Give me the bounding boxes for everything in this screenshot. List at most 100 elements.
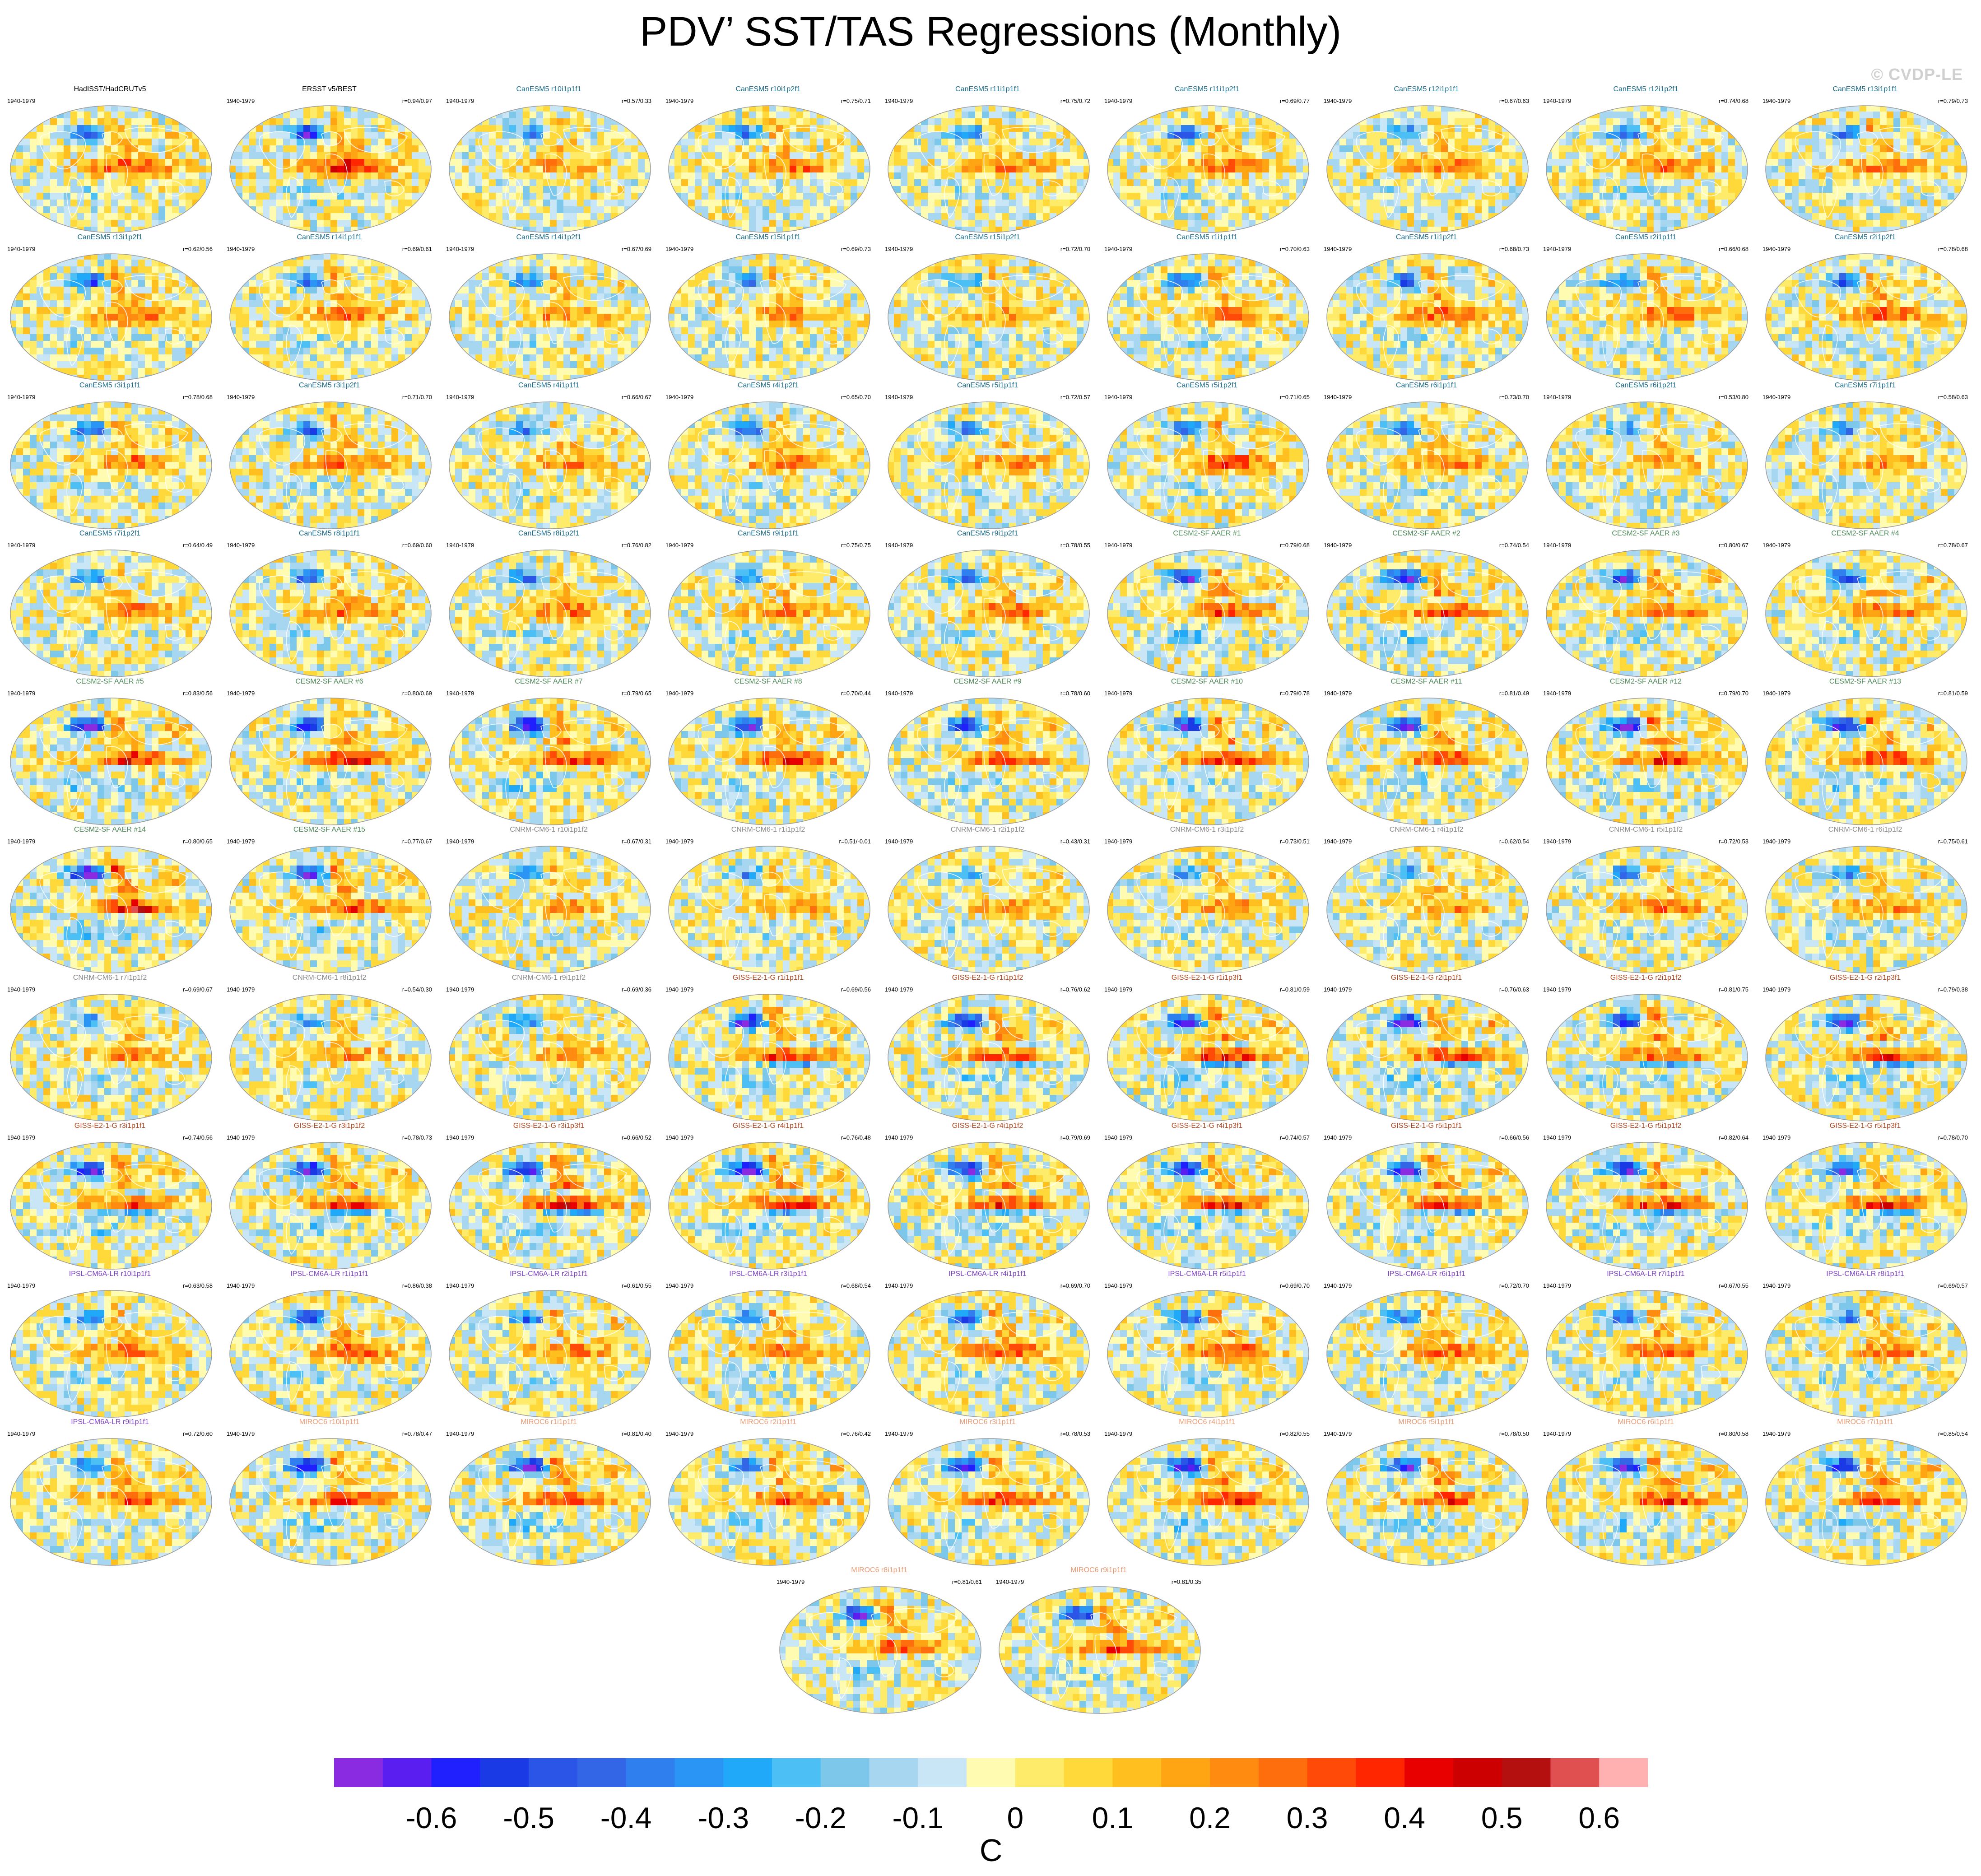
- panel-correlation: r=0.69/0.57: [1938, 1282, 1968, 1289]
- panel-period: 1940-1979: [227, 542, 255, 549]
- map-panel: CanESM5 r1i1p2f1 1940-1979 r=0.68/0.73: [1319, 233, 1534, 382]
- regression-map: [668, 846, 870, 973]
- panel-title: GISS-E2-1-G r1i1p3f1: [1100, 973, 1314, 982]
- panel-title: MIROC6 r2i1p1f1: [661, 1418, 875, 1427]
- panel-correlation: r=0.72/0.70: [1060, 246, 1090, 253]
- panel-correlation: r=0.69/0.70: [1060, 1282, 1090, 1289]
- panel-period: 1940-1979: [446, 394, 474, 401]
- colorbar-swatch: [334, 1758, 383, 1787]
- map-panel: IPSL-CM6A-LR r10i1p1f1 1940-1979 r=0.63/0.…: [3, 1270, 217, 1419]
- panel-title: CanESM5 r12i1p1f1: [1319, 85, 1534, 94]
- colorbar-swatch: [1550, 1758, 1600, 1787]
- map-panel: CanESM5 r14i1p2f1 1940-1979 r=0.67/0.69: [442, 233, 656, 382]
- map-panel: CanESM5 r5i1p1f1 1940-1979 r=0.72/0.57: [880, 381, 1095, 530]
- regression-map: [1107, 105, 1309, 233]
- panel-title: MIROC6 r4i1p1f1: [1100, 1418, 1314, 1427]
- panel-title: CanESM5 r5i1p2f1: [1100, 381, 1314, 390]
- map-panel: CESM2-SF AAER #3 1940-1979 r=0.80/0.67: [1539, 529, 1753, 678]
- regression-map: [1546, 105, 1748, 233]
- panel-correlation: r=0.63/0.58: [183, 1282, 213, 1289]
- panel-title: MIROC6 r8i1p1f1: [772, 1566, 986, 1575]
- panel-period: 1940-1979: [446, 690, 474, 697]
- map-panel: CanESM5 r12i1p2f1 1940-1979 r=0.74/0.68: [1539, 85, 1753, 234]
- colorbar-swatch: [529, 1758, 578, 1787]
- colorbar-tick-label: -0.1: [886, 1802, 949, 1834]
- panel-period: 1940-1979: [665, 690, 693, 697]
- panel-correlation: r=0.81/0.40: [622, 1430, 651, 1438]
- map-panel: CNRM-CM6-1 r3i1p1f2 1940-1979 r=0.73/0.51: [1100, 825, 1314, 974]
- panel-correlation: r=0.76/0.63: [1499, 986, 1529, 993]
- map-panel: MIROC6 r1i1p1f1 1940-1979 r=0.81/0.40: [442, 1418, 656, 1567]
- panel-period: 1940-1979: [1104, 394, 1132, 401]
- panel-title: CNRM-CM6-1 r4i1p1f2: [1319, 825, 1534, 834]
- panel-title: GISS-E2-1-G r2i1p3f1: [1758, 973, 1972, 982]
- colorbar-tick-label: 0.4: [1373, 1802, 1436, 1834]
- panel-period: 1940-1979: [1543, 986, 1571, 993]
- map-panel: CESM2-SF AAER #6 1940-1979 r=0.80/0.69: [222, 677, 437, 826]
- panel-correlation: r=0.70/0.63: [1280, 246, 1310, 253]
- colorbar-swatch: [626, 1758, 675, 1787]
- panel-title: CanESM5 r13i1p2f1: [3, 233, 217, 242]
- panel-title: CanESM5 r15i1p2f1: [880, 233, 1095, 242]
- regression-map: [1765, 994, 1967, 1122]
- panel-title: CESM2-SF AAER #5: [3, 677, 217, 686]
- regression-map: [888, 253, 1090, 381]
- panel-correlation: r=0.69/0.67: [183, 986, 213, 993]
- panel-title: IPSL-CM6A-LR r4i1p1f1: [880, 1270, 1095, 1279]
- colorbar-swatch: [431, 1758, 480, 1787]
- panel-title: GISS-E2-1-G r4i1p1f2: [880, 1122, 1095, 1131]
- panel-title: CESM2-SF AAER #1: [1100, 529, 1314, 538]
- panel-title: GISS-E2-1-G r5i1p1f1: [1319, 1122, 1534, 1131]
- colorbar: [334, 1758, 1648, 1787]
- panel-correlation: r=0.79/0.70: [1719, 690, 1748, 697]
- colorbar-tick-label: 0.2: [1178, 1802, 1242, 1834]
- regression-map: [888, 1290, 1090, 1418]
- map-panel: MIROC6 r4i1p1f1 1940-1979 r=0.82/0.55: [1100, 1418, 1314, 1567]
- regression-map: [668, 698, 870, 825]
- panel-title: CESM2-SF AAER #7: [442, 677, 656, 686]
- map-panel: GISS-E2-1-G r1i1p1f1 1940-1979 r=0.69/0.56: [661, 973, 875, 1122]
- regression-map: [449, 994, 651, 1122]
- colorbar-swatch: [820, 1758, 870, 1787]
- panel-title: CNRM-CM6-1 r5i1p1f2: [1539, 825, 1753, 834]
- colorbar-swatch: [772, 1758, 821, 1787]
- map-panel: GISS-E2-1-G r3i1p3f1 1940-1979 r=0.66/0.52: [442, 1122, 656, 1271]
- panel-period: 1940-1979: [1762, 838, 1790, 845]
- panel-correlation: r=0.69/0.61: [402, 246, 432, 253]
- panel-correlation: r=0.62/0.54: [1499, 838, 1529, 845]
- panel-title: CNRM-CM6-1 r7i1p1f2: [3, 973, 217, 982]
- regression-map: [668, 549, 870, 677]
- panel-correlation: r=0.76/0.82: [622, 542, 651, 549]
- panel-title: GISS-E2-1-G r3i1p1f2: [222, 1122, 437, 1131]
- map-panel: IPSL-CM6A-LR r5i1p1f1 1940-1979 r=0.69/0.7…: [1100, 1270, 1314, 1419]
- panel-title: MIROC6 r7i1p1f1: [1758, 1418, 1972, 1427]
- panel-period: 1940-1979: [1324, 246, 1352, 253]
- map-panel: CanESM5 r13i1p1f1 1940-1979 r=0.79/0.73: [1758, 85, 1972, 234]
- regression-map: [10, 401, 212, 529]
- panel-title: CanESM5 r1i1p1f1: [1100, 233, 1314, 242]
- panel-title: CNRM-CM6-1 r6i1p1f2: [1758, 825, 1972, 834]
- panel-correlation: r=0.82/0.55: [1280, 1430, 1310, 1438]
- regression-map: [449, 253, 651, 381]
- panel-period: 1940-1979: [885, 690, 913, 697]
- regression-map: [888, 105, 1090, 233]
- regression-map: [888, 698, 1090, 825]
- colorbar-tick-label: 0.1: [1081, 1802, 1144, 1834]
- panel-period: 1940-1979: [1543, 1430, 1571, 1438]
- panel-title: IPSL-CM6A-LR r10i1p1f1: [3, 1270, 217, 1279]
- panel-period: 1940-1979: [1104, 1430, 1132, 1438]
- map-panel: CNRM-CM6-1 r6i1p1f2 1940-1979 r=0.75/0.61: [1758, 825, 1972, 974]
- colorbar-swatch: [1258, 1758, 1308, 1787]
- panel-title: CESM2-SF AAER #4: [1758, 529, 1972, 538]
- colorbar-swatch: [1112, 1758, 1162, 1787]
- regression-map: [1107, 698, 1309, 825]
- colorbar-swatch: [1599, 1758, 1648, 1787]
- regression-map: [449, 1290, 651, 1418]
- regression-map: [668, 1438, 870, 1566]
- panel-title: CanESM5 r9i1p2f1: [880, 529, 1095, 538]
- panel-title: CNRM-CM6-1 r8i1p1f2: [222, 973, 437, 982]
- regression-map: [1765, 401, 1967, 529]
- colorbar-swatch: [918, 1758, 967, 1787]
- panel-period: 1940-1979: [227, 1430, 255, 1438]
- colorbar-swatch: [1015, 1758, 1065, 1787]
